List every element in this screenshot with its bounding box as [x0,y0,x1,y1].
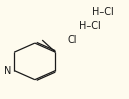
Text: H–Cl: H–Cl [79,21,101,31]
Text: H–Cl: H–Cl [92,7,114,17]
Text: N: N [4,66,11,76]
Text: Cl: Cl [68,35,77,45]
